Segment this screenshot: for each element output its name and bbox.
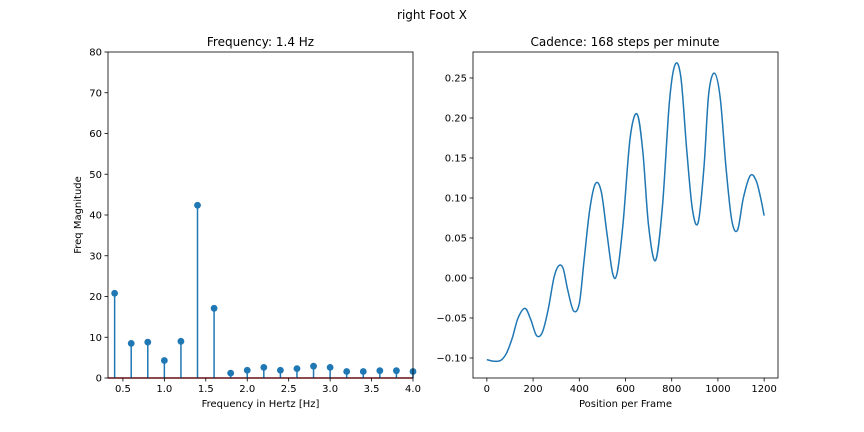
stem-marker — [227, 369, 235, 377]
frequency-y-axis-label: Freq Magnitude — [73, 176, 84, 254]
stem-marker — [243, 366, 251, 374]
frequency-y-tick-label: 50 — [89, 170, 102, 181]
cadence-x-tick-label: 1200 — [751, 384, 776, 395]
frequency-y-tick-label: 80 — [89, 48, 102, 59]
cadence-y-tick-label: 0.25 — [445, 74, 467, 85]
figure-suptitle: right Foot X — [397, 8, 467, 22]
stem-marker — [393, 367, 400, 375]
stem-marker — [293, 365, 301, 373]
cadence-x-tick-label: 800 — [662, 384, 681, 395]
cadence-y-tick-label: 0.00 — [445, 274, 467, 285]
stem-marker — [343, 368, 351, 375]
frequency-y-tick-label: 70 — [89, 88, 102, 99]
cadence-x-tick-label: 0 — [484, 384, 490, 395]
stem-marker — [276, 366, 284, 374]
frequency-x-tick-label: 3.0 — [322, 384, 338, 395]
cadence-series-line — [486, 62, 765, 363]
cadence-axis-ticks: 0 200 400 600 800 1000 1200 −0.10 −0.05 0.00 0.05 0… — [436, 74, 777, 396]
cadence-y-tick-label: 0.15 — [445, 154, 467, 165]
stem-marker — [111, 289, 119, 297]
cadence-line-marks — [486, 62, 765, 363]
stem-marker — [376, 367, 384, 375]
frequency-y-tick-label: 0 — [96, 374, 102, 385]
frequency-x-tick-label: 2.5 — [281, 384, 297, 395]
stem-marker — [160, 357, 168, 364]
frequency-x-tick-label: 3.5 — [364, 384, 380, 395]
stem-marker — [177, 337, 185, 345]
frequency-y-tick-label: 40 — [89, 211, 102, 222]
stem-marker — [127, 339, 135, 347]
frequency-stem-chart: Frequency: 1.4 Hz 0.5 1.0 1.5 2.0 2.5 3.0 3.5 4… — [73, 35, 421, 410]
frequency-axis-ticks: 0.5 1.0 1.5 2.0 2.5 3.0 3.5 4.0 0 10 20 30 40 50 60 70 8… — [89, 48, 421, 396]
cadence-x-tick-label: 1000 — [705, 384, 730, 395]
cadence-x-axis-label: Position per Frame — [579, 399, 672, 410]
frequency-axes-frame — [107, 51, 414, 379]
stem-marker — [194, 201, 201, 209]
stem-marker — [359, 368, 367, 375]
frequency-y-tick-label: 30 — [89, 251, 102, 262]
stem-marker — [326, 364, 334, 371]
stem-marker — [260, 364, 268, 371]
cadence-y-tick-label: −0.05 — [436, 314, 467, 325]
cadence-line-chart: Cadence: 168 steps per minute 0 200 400 600… — [436, 35, 779, 410]
frequency-stem-marks — [108, 201, 417, 379]
frequency-y-tick-label: 20 — [89, 292, 102, 303]
cadence-y-tick-label: 0.20 — [445, 114, 467, 125]
frequency-y-tick-label: 10 — [89, 333, 102, 344]
stem-marker — [210, 304, 218, 312]
stem-marker — [144, 338, 152, 346]
cadence-x-tick-label: 600 — [616, 384, 635, 395]
cadence-x-tick-label: 200 — [524, 384, 543, 395]
frequency-x-tick-label: 2.0 — [239, 384, 255, 395]
frequency-x-tick-label: 1.0 — [156, 384, 172, 395]
cadence-y-tick-label: 0.05 — [445, 234, 467, 245]
frequency-x-tick-label: 1.5 — [198, 384, 214, 395]
frequency-x-tick-label: 4.0 — [405, 384, 421, 395]
frequency-x-tick-label: 0.5 — [115, 384, 131, 395]
cadence-y-tick-label: −0.10 — [436, 354, 467, 365]
frequency-x-axis-label: Frequency in Hertz [Hz] — [202, 399, 320, 410]
stem-marker — [310, 362, 317, 370]
cadence-axes-frame — [472, 51, 779, 379]
cadence-chart-title: Cadence: 168 steps per minute — [531, 35, 720, 49]
cadence-x-tick-label: 400 — [570, 384, 589, 395]
cadence-y-tick-label: 0.10 — [445, 194, 467, 205]
frequency-chart-title: Frequency: 1.4 Hz — [207, 35, 314, 49]
frequency-y-tick-label: 60 — [89, 129, 102, 140]
